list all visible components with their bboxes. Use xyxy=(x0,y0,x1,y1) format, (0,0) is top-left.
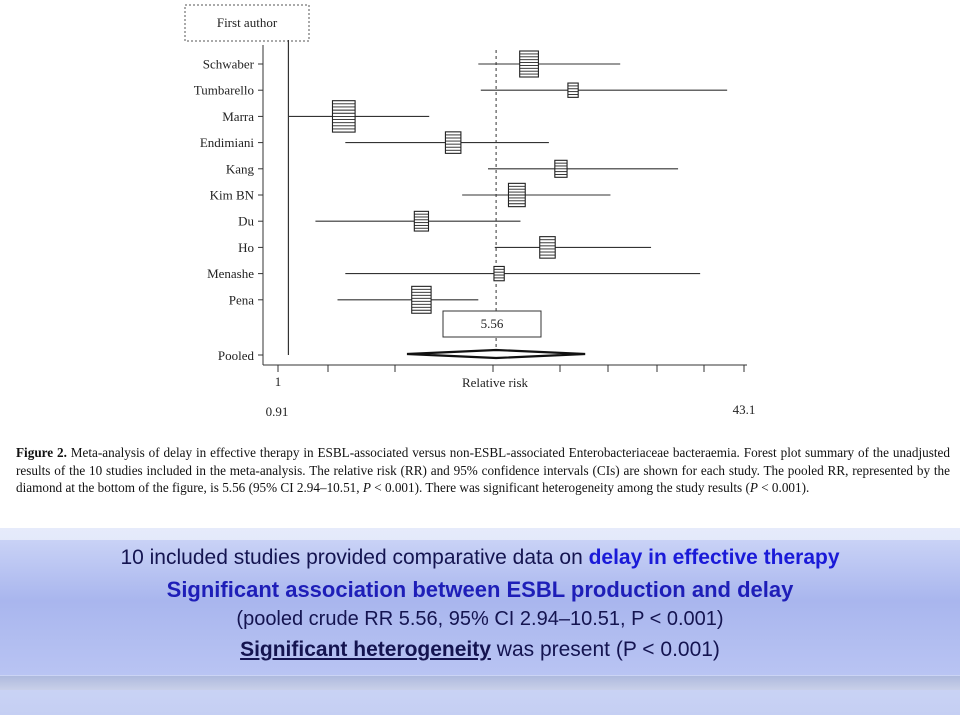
study-point-box xyxy=(567,82,579,98)
study-row: Tumbarello xyxy=(194,82,728,98)
study-label: Schwaber xyxy=(203,57,255,72)
summary-panel xyxy=(0,540,960,675)
summary-line-4: Significant heterogeneity was present (P… xyxy=(0,638,960,662)
study-row: Du xyxy=(238,210,521,232)
study-point-box xyxy=(519,50,539,78)
summary-line-1-highlight: delay in effective therapy xyxy=(588,546,840,569)
study-point-box xyxy=(411,285,432,314)
study-label: Du xyxy=(238,214,254,229)
summary-line-4-bold: Significant heterogeneity xyxy=(240,638,491,661)
caption-text-3: < 0.001). xyxy=(757,480,810,496)
study-row: Ho xyxy=(238,236,652,259)
header-label: First author xyxy=(217,15,278,30)
x-axis-label: Relative risk xyxy=(462,375,529,390)
forest-plot: First author Schwaber Tumbarello Marra Endi… xyxy=(184,4,756,419)
study-row: Marra xyxy=(222,100,430,133)
x-axis-min: 0.91 xyxy=(266,404,289,419)
summary-line-3: (pooled crude RR 5.56, 95% CI 2.94–10.51… xyxy=(236,608,724,630)
study-label: Ho xyxy=(238,240,254,255)
pooled-label: Pooled xyxy=(218,348,255,363)
caption-text-1: Meta-analysis of delay in effective ther… xyxy=(16,445,950,496)
study-row: Endimiani xyxy=(200,131,549,154)
summary-line-1-prefix: 10 included studies provided comparative… xyxy=(120,546,589,569)
study-label: Kang xyxy=(226,161,255,176)
study-label: Tumbarello xyxy=(194,83,254,98)
summary-line-2: Significant association between ESBL pro… xyxy=(166,577,794,602)
study-row: Pena xyxy=(229,285,479,314)
pooled-diamond xyxy=(406,348,586,360)
study-point-box xyxy=(493,265,505,282)
caption-label: Figure 2. xyxy=(16,445,67,460)
study-label: Pena xyxy=(229,292,255,307)
study-label: Endimiani xyxy=(200,135,255,150)
x-tick-1: 1 xyxy=(275,374,282,389)
pooled-value-box xyxy=(442,310,542,338)
study-row: Menashe xyxy=(207,265,701,282)
study-point-box xyxy=(413,210,430,232)
summary-line-4-rest: was present (P < 0.001) xyxy=(490,638,720,661)
caption-p-1: P xyxy=(362,480,371,496)
header-box xyxy=(184,4,310,42)
study-point-box xyxy=(444,131,462,154)
pooled-value-label: 5.56 xyxy=(481,316,504,331)
study-label: Kim BN xyxy=(210,188,255,203)
summary-band-strip xyxy=(0,676,960,690)
figure-caption: Figure 2. Meta-analysis of delay in effe… xyxy=(16,444,950,497)
x-axis-max: 43.1 xyxy=(733,402,756,417)
caption-text-2: < 0.001). There was significant heteroge… xyxy=(370,480,750,496)
study-row: Kim BN xyxy=(210,182,611,208)
summary-line-1: 10 included studies provided comparative… xyxy=(0,546,960,570)
study-row: Kang xyxy=(226,159,679,178)
study-label: Menashe xyxy=(207,266,254,281)
study-label: Marra xyxy=(222,109,254,124)
caption-p-2: P xyxy=(749,480,758,496)
study-point-box xyxy=(539,236,556,259)
study-row: Schwaber xyxy=(203,50,621,78)
